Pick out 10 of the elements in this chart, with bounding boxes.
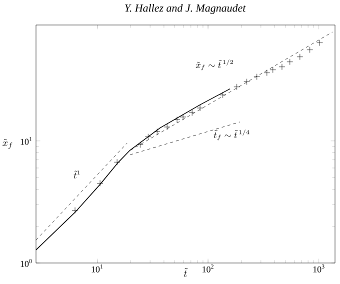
annotation: $\tilde{t}_f \sim \tilde{t}^{\,1/4}$ (214, 130, 250, 140)
x-axis-title: $\tilde{t}$ (184, 268, 188, 277)
text: Y. Hallez and J. Magnaudet (124, 4, 246, 14)
x-tick-label: 10$^{2}$ (202, 264, 214, 272)
annotation: $\tilde{t}^{1}$ (74, 170, 80, 178)
annotation: $\tilde{x}_f \sim \tilde{t}^{\,1/2}$ (196, 60, 233, 70)
y-tick-label: 10$^{0}$ (20, 259, 32, 267)
x-tick-label: 10$^{1}$ (92, 264, 103, 272)
y-axis-title: $\tilde{x}_f$ (2, 139, 12, 149)
x-tick-label: 10$^{3}$ (313, 264, 324, 272)
